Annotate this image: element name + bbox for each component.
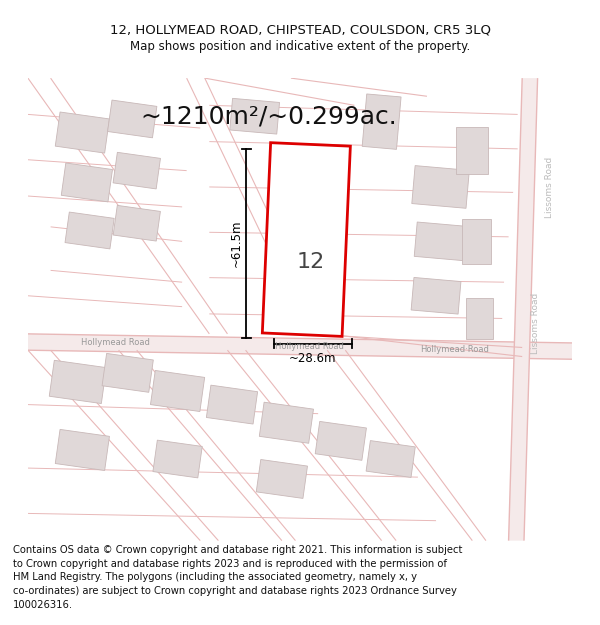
Bar [315, 421, 367, 461]
Bar [366, 441, 415, 478]
Bar [206, 385, 257, 424]
Text: co-ordinates) are subject to Crown copyright and database rights 2023 Ordnance S: co-ordinates) are subject to Crown copyr… [13, 586, 457, 596]
Bar [65, 212, 114, 249]
Text: HM Land Registry. The polygons (including the associated geometry, namely x, y: HM Land Registry. The polygons (includin… [13, 572, 417, 582]
Bar [259, 402, 313, 443]
Bar [49, 360, 106, 404]
Bar [457, 127, 488, 174]
Bar [262, 142, 350, 336]
Text: Hollymead Road: Hollymead Road [275, 342, 344, 351]
Bar [412, 166, 469, 208]
Text: 12: 12 [297, 253, 325, 272]
Bar [414, 222, 467, 261]
Bar [113, 152, 160, 189]
Bar [463, 219, 491, 264]
Polygon shape [28, 334, 572, 359]
Text: ~28.6m: ~28.6m [289, 352, 337, 365]
Text: to Crown copyright and database rights 2023 and is reproduced with the permissio: to Crown copyright and database rights 2… [13, 559, 447, 569]
Bar [153, 440, 202, 478]
Text: Lissoms Road: Lissoms Road [531, 292, 540, 354]
Text: 12, HOLLYMEAD ROAD, CHIPSTEAD, COULSDON, CR5 3LQ: 12, HOLLYMEAD ROAD, CHIPSTEAD, COULSDON,… [110, 24, 491, 37]
Bar [466, 298, 493, 339]
Text: Hollymead Road: Hollymead Road [80, 338, 149, 348]
Bar [55, 112, 109, 153]
Text: ~1210m²/~0.299ac.: ~1210m²/~0.299ac. [140, 104, 397, 128]
Bar [151, 371, 205, 411]
Bar [107, 100, 157, 138]
Bar [113, 206, 160, 241]
Bar [61, 163, 113, 202]
Polygon shape [509, 78, 538, 541]
Bar [230, 98, 280, 134]
Text: 100026316.: 100026316. [13, 600, 73, 610]
Text: Contains OS data © Crown copyright and database right 2021. This information is : Contains OS data © Crown copyright and d… [13, 545, 463, 555]
Bar [55, 429, 109, 471]
Text: Lissoms Road: Lissoms Road [545, 156, 554, 218]
Bar [411, 278, 461, 314]
Bar [362, 94, 401, 149]
Text: ~61.5m: ~61.5m [230, 220, 243, 268]
Text: Hollymead·Road: Hollymead·Road [420, 344, 488, 354]
Text: Map shows position and indicative extent of the property.: Map shows position and indicative extent… [130, 40, 470, 53]
Bar [102, 353, 154, 392]
Bar [256, 459, 307, 498]
